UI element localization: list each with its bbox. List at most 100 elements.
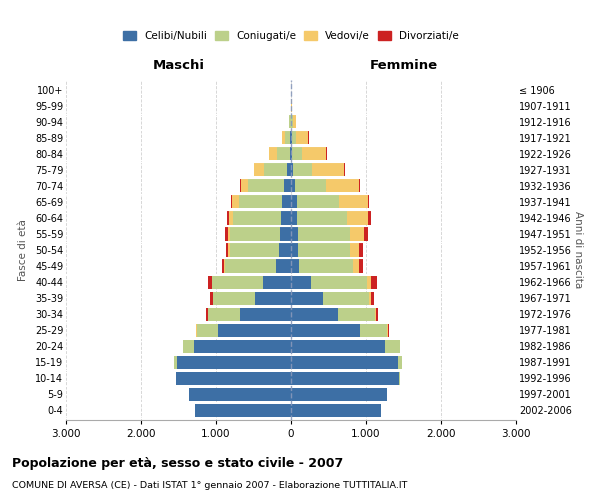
- Bar: [174, 356, 177, 369]
- Bar: [240, 308, 291, 320]
- Bar: [218, 324, 291, 337]
- Bar: [176, 372, 291, 385]
- Bar: [227, 212, 229, 224]
- Bar: [197, 324, 218, 337]
- Bar: [371, 276, 377, 288]
- Bar: [297, 196, 339, 208]
- Bar: [233, 212, 281, 224]
- Bar: [291, 372, 399, 385]
- Bar: [296, 131, 308, 144]
- Bar: [206, 308, 208, 320]
- Bar: [221, 260, 224, 272]
- Bar: [297, 212, 347, 224]
- Bar: [208, 308, 240, 320]
- Bar: [279, 244, 291, 256]
- Bar: [208, 276, 212, 288]
- Text: Femmine: Femmine: [370, 59, 437, 72]
- Bar: [360, 324, 387, 337]
- Bar: [224, 260, 225, 272]
- Bar: [291, 212, 297, 224]
- Bar: [291, 308, 337, 320]
- Bar: [291, 244, 298, 256]
- Bar: [387, 324, 388, 337]
- Bar: [302, 147, 326, 160]
- Bar: [291, 260, 299, 272]
- Text: Popolazione per età, sesso e stato civile - 2007: Popolazione per età, sesso e stato civil…: [12, 458, 343, 470]
- Bar: [349, 228, 364, 240]
- Bar: [290, 131, 291, 144]
- Bar: [385, 340, 400, 353]
- Bar: [255, 292, 291, 304]
- Bar: [231, 196, 232, 208]
- Bar: [177, 356, 291, 369]
- Bar: [211, 292, 212, 304]
- Bar: [349, 244, 359, 256]
- Bar: [280, 228, 291, 240]
- Bar: [287, 163, 291, 176]
- Bar: [183, 340, 193, 353]
- Bar: [189, 388, 291, 401]
- Bar: [289, 115, 290, 128]
- Bar: [263, 276, 291, 288]
- Bar: [371, 292, 374, 304]
- Bar: [299, 260, 353, 272]
- Bar: [285, 131, 290, 144]
- Bar: [375, 308, 376, 320]
- Bar: [248, 180, 284, 192]
- Bar: [293, 163, 312, 176]
- Bar: [359, 244, 363, 256]
- Bar: [213, 292, 255, 304]
- Bar: [326, 180, 359, 192]
- Bar: [388, 324, 389, 337]
- Bar: [337, 308, 375, 320]
- Bar: [232, 196, 239, 208]
- Bar: [277, 147, 290, 160]
- Bar: [290, 147, 291, 160]
- Bar: [276, 260, 291, 272]
- Bar: [291, 404, 381, 417]
- Bar: [264, 163, 287, 176]
- Bar: [369, 292, 371, 304]
- Bar: [298, 244, 349, 256]
- Bar: [291, 388, 387, 401]
- Bar: [368, 212, 371, 224]
- Bar: [291, 340, 385, 353]
- Bar: [291, 324, 360, 337]
- Legend: Celibi/Nubili, Coniugati/e, Vedovi/e, Divorziati/e: Celibi/Nubili, Coniugati/e, Vedovi/e, Di…: [123, 31, 459, 41]
- Bar: [228, 244, 229, 256]
- Bar: [339, 196, 367, 208]
- Bar: [291, 163, 293, 176]
- Bar: [291, 292, 323, 304]
- Bar: [225, 260, 276, 272]
- Bar: [291, 147, 292, 160]
- Bar: [282, 196, 291, 208]
- Bar: [291, 131, 292, 144]
- Bar: [292, 131, 296, 144]
- Bar: [229, 212, 233, 224]
- Bar: [229, 244, 279, 256]
- Bar: [281, 212, 291, 224]
- Bar: [292, 115, 293, 128]
- Text: Maschi: Maschi: [152, 59, 205, 72]
- Bar: [226, 244, 228, 256]
- Bar: [376, 308, 378, 320]
- Bar: [269, 147, 277, 160]
- Bar: [195, 404, 291, 417]
- Y-axis label: Anni di nascita: Anni di nascita: [573, 212, 583, 288]
- Bar: [230, 228, 280, 240]
- Bar: [293, 115, 296, 128]
- Bar: [312, 163, 344, 176]
- Bar: [364, 228, 368, 240]
- Bar: [291, 276, 311, 288]
- Bar: [254, 163, 264, 176]
- Bar: [367, 276, 371, 288]
- Bar: [359, 260, 364, 272]
- Bar: [239, 196, 282, 208]
- Bar: [291, 356, 398, 369]
- Bar: [399, 372, 400, 385]
- Text: COMUNE DI AVERSA (CE) - Dati ISTAT 1° gennaio 2007 - Elaborazione TUTTITALIA.IT: COMUNE DI AVERSA (CE) - Dati ISTAT 1° ge…: [12, 481, 407, 490]
- Bar: [291, 180, 295, 192]
- Bar: [398, 356, 402, 369]
- Bar: [282, 131, 285, 144]
- Bar: [353, 260, 359, 272]
